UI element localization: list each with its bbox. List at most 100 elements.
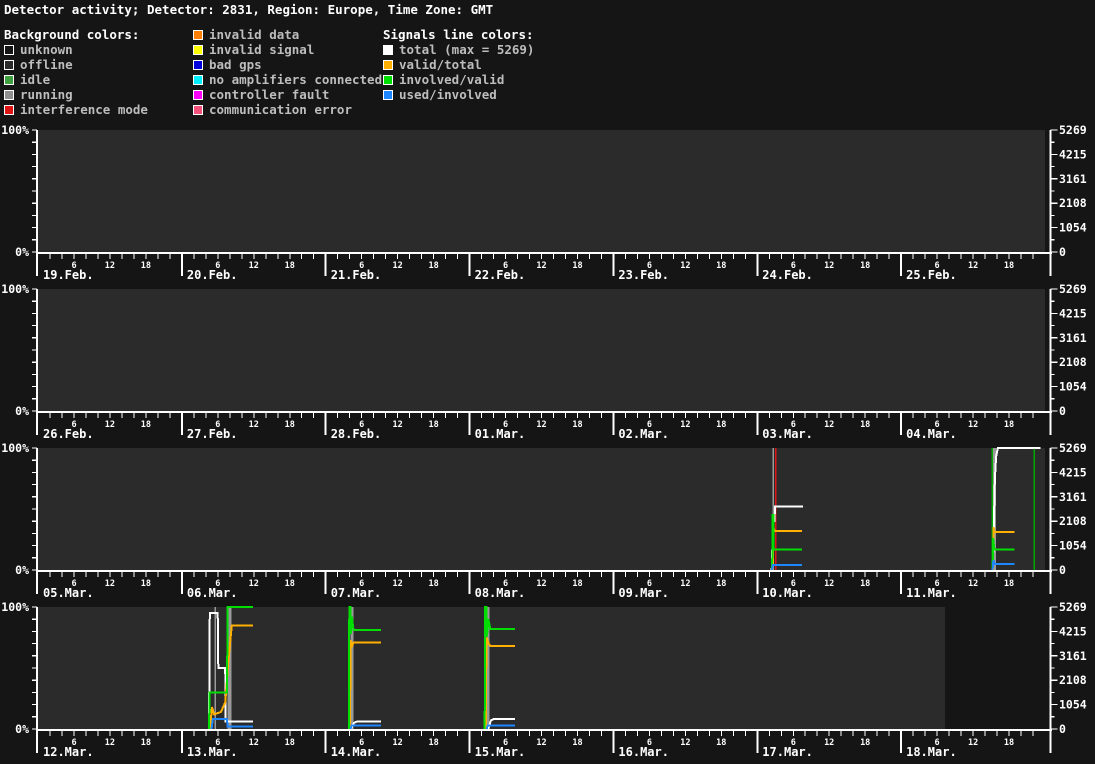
series-involved-valid	[208, 606, 516, 730]
y-right-label: 2108	[1059, 673, 1087, 687]
legend-background-colors-col2: invalid data invalid signal bad gps no ampl…	[193, 27, 382, 117]
date-label: 27.Feb.	[187, 427, 238, 439]
running-color-swatch	[4, 89, 14, 100]
axes	[32, 606, 1058, 753]
date-label: 01.Mar.	[475, 427, 526, 439]
hour-label: 18	[1004, 738, 1014, 748]
legend-item-offline: offline	[4, 57, 148, 72]
y-right-label: 0	[1059, 722, 1066, 736]
date-label: 13.Mar.	[187, 745, 238, 757]
plot-background-offline	[38, 448, 1045, 570]
hour-label: 12	[105, 579, 115, 589]
date-label: 17.Mar.	[762, 745, 813, 757]
legend-item-label: invalid data	[209, 27, 300, 42]
date-label: 18.Mar.	[906, 745, 957, 757]
series-used-involved	[210, 718, 516, 730]
legend-item-label: involved/valid	[399, 72, 505, 87]
hour-label: 12	[392, 420, 402, 430]
interference-mode-color-swatch	[4, 104, 14, 115]
hour-label: 12	[680, 420, 690, 430]
hour-label: 6	[359, 738, 364, 748]
axes	[32, 129, 1058, 276]
hour-label: 18	[572, 579, 582, 589]
hour-label: 12	[824, 420, 834, 430]
hour-label: 18	[716, 738, 726, 748]
hour-label: 12	[680, 261, 690, 271]
y-left-min-label: 0%	[15, 245, 29, 259]
date-label: 12.Mar.	[43, 745, 94, 757]
hour-label: 18	[141, 579, 151, 589]
hour-label: 12	[968, 738, 978, 748]
date-label: 25.Feb.	[906, 268, 957, 280]
hour-label: 18	[716, 579, 726, 589]
hour-label: 18	[141, 738, 151, 748]
legend-item-label: interference mode	[20, 102, 148, 117]
hour-label: 18	[860, 579, 870, 589]
y-right-label: 3161	[1059, 331, 1087, 345]
hour-label: 12	[536, 738, 546, 748]
hour-label: 6	[791, 579, 796, 589]
legend-item-total-max-5269: total (max = 5269)	[383, 42, 534, 57]
hour-label: 12	[824, 261, 834, 271]
legend-background-colors-col1: Background colors: unknown offline idle run…	[4, 27, 148, 117]
y-right-label: 0	[1059, 404, 1066, 418]
date-label: 10.Mar.	[762, 586, 813, 598]
no-amplifiers-connected-color-swatch	[193, 74, 203, 85]
hour-label: 18	[141, 261, 151, 271]
hour-label: 6	[791, 261, 796, 271]
hour-label: 6	[647, 261, 652, 271]
series-valid-total	[209, 624, 516, 730]
legend-item-label: controller fault	[209, 87, 330, 102]
legend-item-label: communication error	[209, 102, 352, 117]
legend-item-label: running	[20, 87, 73, 102]
hour-label: 12	[680, 579, 690, 589]
date-label: 16.Mar.	[618, 745, 669, 757]
y-right-label: 2108	[1059, 196, 1087, 210]
legend-item-label: offline	[20, 57, 73, 72]
y-right-label: 4215	[1059, 147, 1087, 161]
legend-item-label: total (max = 5269)	[399, 42, 535, 57]
y-right-label: 4215	[1059, 624, 1087, 638]
hour-label: 12	[105, 261, 115, 271]
communication-error-color-swatch	[193, 104, 203, 115]
y-left-min-label: 0%	[15, 404, 29, 418]
legend-item-communication-error: communication error	[193, 102, 382, 117]
y-right-label: 5269	[1059, 441, 1087, 455]
hour-label: 12	[536, 579, 546, 589]
legend-item-valid-total: valid/total	[383, 57, 534, 72]
date-label: 23.Feb.	[618, 268, 669, 280]
hour-label: 6	[503, 261, 508, 271]
hour-label: 12	[249, 579, 259, 589]
hour-label: 18	[860, 261, 870, 271]
legend-item-label: unknown	[20, 42, 73, 57]
y-right-label: 1054	[1059, 539, 1087, 553]
series-involved-valid	[771, 514, 1015, 571]
hour-label: 12	[392, 579, 402, 589]
hour-label: 6	[215, 738, 220, 748]
legend-item-label: no amplifiers connected	[209, 72, 383, 87]
legend-signal-colors: Signals line colors: total (max = 5269) v…	[383, 27, 534, 102]
axes	[32, 288, 1058, 435]
total-max-5269-color-swatch	[383, 44, 393, 55]
legend-item-unknown: unknown	[4, 42, 148, 57]
plot-background-offline	[38, 130, 1045, 252]
date-label: 19.Feb.	[43, 268, 94, 280]
hour-label: 12	[968, 261, 978, 271]
hour-label: 12	[536, 420, 546, 430]
legend-item-label: valid/total	[399, 57, 482, 72]
date-label: 20.Feb.	[187, 268, 238, 280]
legend-item-running: running	[4, 87, 148, 102]
hour-label: 6	[935, 738, 940, 748]
hour-label: 12	[824, 738, 834, 748]
plot-background-offline	[38, 289, 1045, 411]
hour-label: 6	[647, 738, 652, 748]
hour-label: 18	[428, 738, 438, 748]
hour-label: 6	[791, 738, 796, 748]
hour-label: 6	[935, 420, 940, 430]
involved-valid-color-swatch	[383, 74, 393, 85]
hour-label: 6	[71, 261, 76, 271]
